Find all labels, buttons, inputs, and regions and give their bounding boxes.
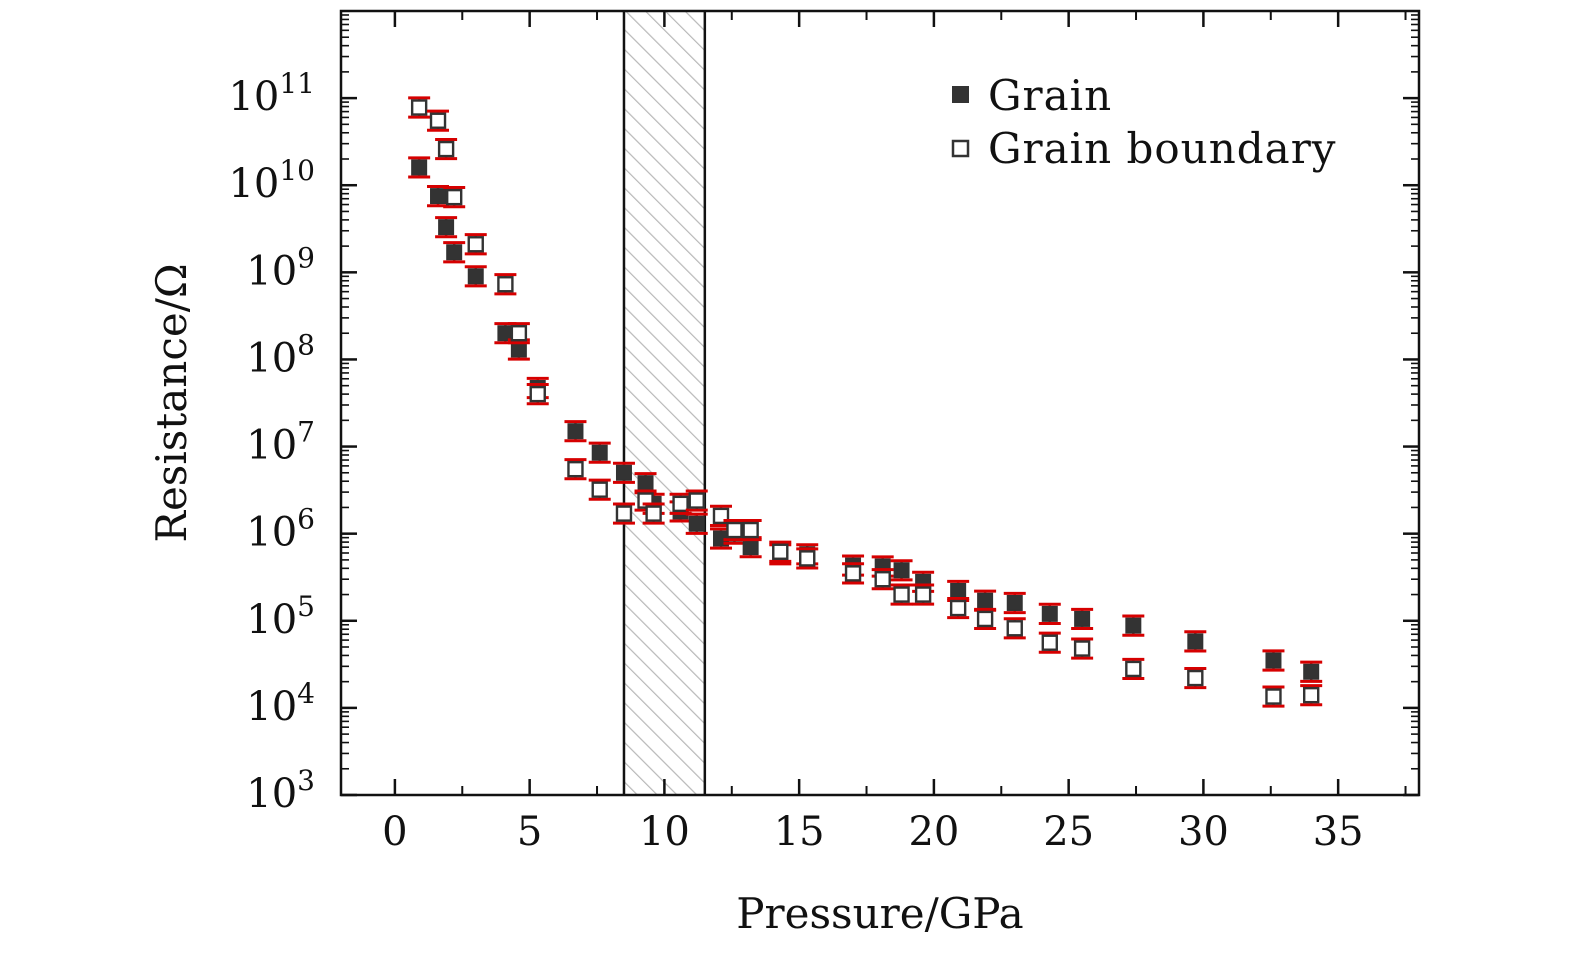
legend-marker-grain [952, 86, 969, 103]
y-tick-label: 103 [246, 764, 315, 817]
data-point-grain-boundary [976, 610, 994, 628]
data-point-grain [411, 159, 428, 176]
data-point-grain-boundary [742, 521, 759, 539]
x-tick-label: 5 [517, 809, 542, 855]
data-point-grain [742, 539, 759, 556]
data-point-grain-boundary [1073, 640, 1091, 657]
data-point-grain-boundary [467, 236, 484, 253]
data-point-grain-boundary [844, 565, 862, 582]
data-point-grain-boundary [429, 112, 447, 129]
data-point-grain [430, 188, 447, 205]
shaded-region-layer [622, 11, 707, 795]
data-point-grain [637, 475, 654, 492]
legend-label-grain-boundary: Grain boundary [988, 124, 1337, 173]
data-point-grain [615, 464, 632, 481]
data-point-grain-boundary [1125, 660, 1142, 678]
data-point-grain-boundary [615, 505, 633, 522]
data-point-grain-boundary [567, 460, 584, 478]
x-tick-label: 30 [1178, 809, 1229, 855]
data-point-grain-boundary [529, 385, 546, 403]
x-tick-label: 0 [382, 809, 407, 855]
data-point-grain-boundary [799, 550, 816, 567]
data-point-grain-boundary [874, 571, 891, 588]
ticks-layer: 0 5 10 15 20 25 30 35 103 104 105 106 107 108 109 1010 1… [228, 11, 1419, 855]
data-point-grain [1303, 663, 1320, 680]
data-point-grain-boundary [772, 543, 789, 560]
legend-marker-grain-boundary [951, 139, 970, 158]
data-point-grain [1041, 605, 1058, 622]
legend-label-grain: Grain [988, 71, 1112, 120]
y-tick-label: 107 [246, 416, 315, 469]
data-point-grain-boundary [1041, 634, 1058, 651]
data-point-grain [977, 592, 994, 609]
data-point-grain-boundary [510, 325, 528, 342]
data-point-grain-boundary [1265, 688, 1282, 705]
data-point-grain-boundary [410, 99, 428, 116]
data-point-grain [1006, 594, 1023, 611]
data-point-grain-boundary [949, 599, 967, 617]
y-tick-label: 104 [246, 677, 315, 730]
data-point-grain-boundary [645, 505, 662, 522]
x-tick-label: 20 [908, 809, 959, 855]
data-point-grain [950, 582, 967, 599]
data-point-grain [1074, 610, 1091, 627]
plot-frame [339, 9, 1421, 797]
data-point-grain-boundary [1187, 669, 1204, 687]
x-tick-label: 10 [639, 809, 690, 855]
x-tick-label: 25 [1043, 809, 1094, 855]
data-point-grain [567, 423, 584, 440]
y-tick-label: 109 [246, 241, 315, 294]
y-axis-label: Resistance/Ω [147, 263, 196, 542]
data-point-grain [591, 444, 608, 461]
data-layer [408, 96, 1323, 708]
data-point-grain [438, 219, 455, 236]
data-point-grain [446, 244, 463, 261]
data-point-grain [893, 562, 910, 579]
y-tick-label: 1011 [228, 67, 315, 120]
data-point-grain-boundary [726, 521, 743, 539]
data-point-grain-boundary [914, 586, 932, 603]
data-point-grain-boundary [688, 492, 705, 509]
x-tick-label: 15 [774, 809, 825, 855]
data-point-grain-boundary [1006, 620, 1023, 637]
data-point-grain-boundary [893, 586, 910, 603]
data-point-grain [1187, 633, 1204, 650]
data-point-grain-boundary [672, 495, 689, 513]
data-point-grain-boundary [445, 188, 463, 206]
data-point-grain-boundary [437, 140, 455, 158]
data-point-grain [688, 515, 705, 532]
shaded-region [623, 11, 705, 795]
legend: Grain Grain boundary [951, 71, 1337, 173]
data-point-grain-boundary [591, 481, 608, 498]
data-point-grain-boundary [497, 276, 514, 293]
data-point-grain-boundary [1302, 686, 1320, 704]
data-point-grain [1265, 652, 1282, 669]
y-tick-label: 105 [246, 590, 315, 643]
x-tick-label: 35 [1313, 809, 1364, 855]
y-tick-label: 108 [246, 328, 315, 381]
y-tick-label: 1010 [228, 154, 315, 207]
x-axis-label: Pressure/GPa [736, 889, 1023, 938]
y-tick-label: 106 [246, 503, 315, 556]
data-point-grain [1125, 617, 1142, 634]
data-point-grain [467, 268, 484, 285]
